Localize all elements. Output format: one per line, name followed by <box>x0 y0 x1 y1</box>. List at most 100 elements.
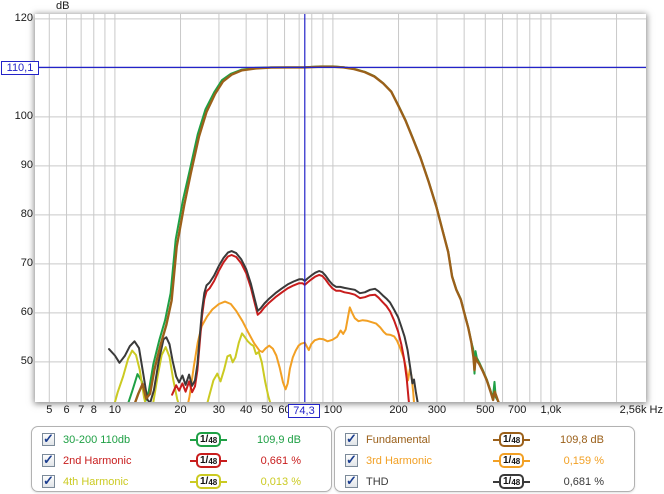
smoothing-badge[interactable]: 1/48 <box>493 474 531 489</box>
badge-box: 1/48 <box>499 453 525 468</box>
x-axis-tick-label: 30 <box>212 404 226 416</box>
x-axis-tick-label: 8 <box>90 404 97 416</box>
badge-denominator: 48 <box>511 457 521 466</box>
y-axis-tick-label: 120 <box>14 11 33 24</box>
x-axis-tick-label: 500 <box>476 404 495 416</box>
legend-value: 109,9 dB <box>256 434 301 446</box>
badge-lead <box>524 459 531 462</box>
series-4th-harmonic <box>113 332 272 402</box>
check-icon: ✓ <box>346 431 357 446</box>
y-axis-tick-label: 90 <box>20 158 33 171</box>
legend-label: 4th Harmonic <box>63 476 129 488</box>
smoothing-badge[interactable]: 1/48 <box>493 432 531 447</box>
badge-numerator: 1/ <box>200 475 209 487</box>
badge-denominator: 48 <box>208 457 218 466</box>
cursor-level-readout[interactable]: 110,1 <box>1 61 39 75</box>
series-thd <box>108 250 419 402</box>
legend-row-fundamental: ✓ Fundamental 1/48 109,8 dB <box>335 431 634 449</box>
x-axis-tick-label: 20 <box>174 404 187 416</box>
series-3rd-harmonic <box>187 300 415 402</box>
legend-label: 30-200 110db <box>63 434 131 446</box>
badge-denominator: 48 <box>208 436 218 445</box>
badge-lead <box>221 480 228 483</box>
badge-numerator: 1/ <box>503 475 512 487</box>
smoothing-badge[interactable]: 1/48 <box>493 453 531 468</box>
check-icon: ✓ <box>43 473 54 488</box>
checkbox-2nd-harmonic[interactable]: ✓ <box>42 452 55 467</box>
legend-value: 0,013 % <box>260 476 301 488</box>
legend-label: Fundamental <box>366 434 431 446</box>
x-axis-tick-label: 6 <box>63 404 70 416</box>
y-axis-tick-label: 70 <box>20 256 33 269</box>
badge-box: 1/48 <box>196 432 222 447</box>
smoothing-badge[interactable]: 1/48 <box>190 474 228 489</box>
x-axis-tick-label: 60 <box>278 404 291 416</box>
check-icon: ✓ <box>346 473 357 488</box>
y-axis-tick-label: 50 <box>20 354 33 367</box>
legend-row-2nd-harmonic: ✓ 2nd Harmonic 1/48 0,661 % <box>32 452 331 470</box>
badge-lead <box>221 459 228 462</box>
check-icon: ✓ <box>43 452 54 467</box>
y-axis-tick-label: 80 <box>20 207 33 220</box>
checkbox-30-200-110db[interactable]: ✓ <box>42 431 55 446</box>
legend-value: 0,681 % <box>563 476 604 488</box>
badge-lead <box>493 438 499 441</box>
badge-lead <box>190 459 196 462</box>
x-axis-tick-label: 7 <box>78 404 85 416</box>
legend-value: 0,661 % <box>260 455 301 467</box>
badge-box: 1/48 <box>196 474 222 489</box>
cursor-frequency-readout[interactable]: 74,3 <box>288 404 320 418</box>
checkbox-fundamental[interactable]: ✓ <box>345 431 358 446</box>
badge-lead <box>493 480 499 483</box>
legend-group-left: ✓ 30-200 110db 1/48 109,9 dB ✓ 2nd Harmonic 1/… <box>31 426 332 492</box>
badge-denominator: 48 <box>208 478 218 487</box>
x-axis-tick-label: 5 <box>46 404 53 416</box>
series-fundamental <box>134 65 500 402</box>
badge-box: 1/48 <box>499 474 525 489</box>
badge-numerator: 1/ <box>503 433 512 445</box>
x-axis-tick-label: 2,56k Hz <box>619 404 663 416</box>
chart-canvas <box>35 14 646 402</box>
badge-box: 1/48 <box>499 432 525 447</box>
legend-value: 0,159 % <box>563 455 604 467</box>
frequency-response-plot[interactable] <box>35 14 646 402</box>
badge-lead <box>190 480 196 483</box>
x-axis-tick-label: 40 <box>240 404 253 416</box>
x-axis-tick-label: 10 <box>108 404 122 416</box>
y-axis-unit-label: dB <box>56 0 70 12</box>
badge-lead <box>493 459 499 462</box>
checkbox-thd[interactable]: ✓ <box>345 473 358 488</box>
series-2nd-harmonic <box>171 254 410 402</box>
legend-label: THD <box>366 476 389 488</box>
check-icon: ✓ <box>346 452 357 467</box>
badge-lead <box>524 438 531 441</box>
y-axis-tick-label: 60 <box>20 305 33 318</box>
legend-label: 2nd Harmonic <box>63 455 132 467</box>
badge-lead <box>524 480 531 483</box>
x-axis-tick-label: 700 <box>507 404 527 416</box>
legend-row-3rd-harmonic: ✓ 3rd Harmonic 1/48 0,159 % <box>335 452 634 470</box>
badge-numerator: 1/ <box>200 433 209 445</box>
badge-denominator: 48 <box>511 436 521 445</box>
legend-row-4th-harmonic: ✓ 4th Harmonic 1/48 0,013 % <box>32 473 331 491</box>
legend-row-30-200-110db: ✓ 30-200 110db 1/48 109,9 dB <box>32 431 331 449</box>
legend-group-right: ✓ Fundamental 1/48 109,8 dB ✓ 3rd Harmonic 1/4… <box>334 426 635 492</box>
badge-denominator: 48 <box>511 478 521 487</box>
badge-box: 1/48 <box>196 453 222 468</box>
check-icon: ✓ <box>43 431 54 446</box>
legend-row-thd: ✓ THD 1/48 0,681 % <box>335 473 634 491</box>
smoothing-badge[interactable]: 1/48 <box>190 453 228 468</box>
x-axis-tick-label: 300 <box>427 404 447 416</box>
smoothing-badge[interactable]: 1/48 <box>190 432 228 447</box>
badge-lead <box>190 438 196 441</box>
checkbox-4th-harmonic[interactable]: ✓ <box>42 473 55 488</box>
x-axis-tick-label: 1,0k <box>540 404 562 416</box>
legend-label: 3rd Harmonic <box>366 455 433 467</box>
y-axis-tick-label: 100 <box>14 109 33 122</box>
checkbox-3rd-harmonic[interactable]: ✓ <box>345 452 358 467</box>
legend-value: 109,8 dB <box>559 434 604 446</box>
x-axis-tick-label: 200 <box>389 404 408 416</box>
badge-numerator: 1/ <box>200 454 209 466</box>
x-axis-tick-label: 100 <box>323 404 343 416</box>
